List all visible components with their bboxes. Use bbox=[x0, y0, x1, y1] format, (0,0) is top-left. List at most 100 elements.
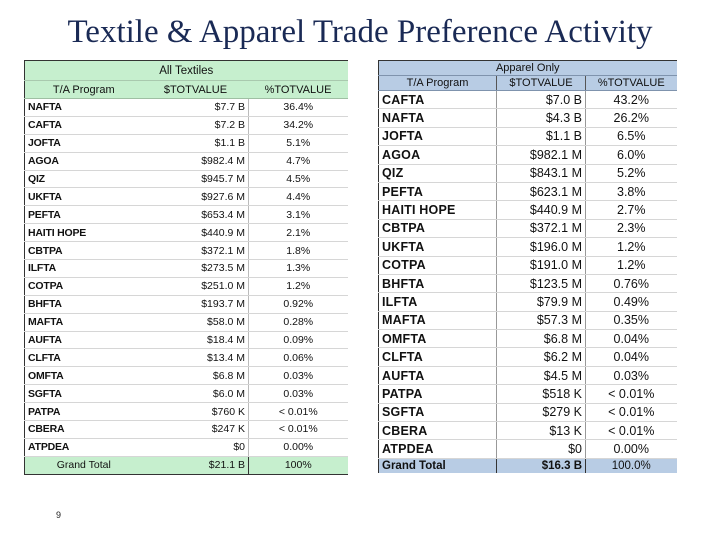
program-cell: CBERA bbox=[378, 421, 497, 441]
value-cell: $57.3 M bbox=[496, 311, 586, 331]
table-row: AGOA $982.1 M 6.0% bbox=[378, 145, 677, 165]
program-cell: OMFTA bbox=[378, 329, 497, 349]
program-cell: MAFTA bbox=[378, 311, 497, 331]
table-row: HAITI HOPE $440.9 M 2.7% bbox=[378, 200, 677, 220]
table-row: HAITI HOPE $440.9 M 2.1% bbox=[24, 223, 348, 243]
percent-cell: < 0.01% bbox=[585, 384, 677, 404]
value-cell: $18.4 M bbox=[142, 331, 249, 350]
grand-total-row: Grand Total $16.3 B 100.0% bbox=[378, 458, 677, 474]
program-cell: AGOA bbox=[378, 145, 497, 165]
program-cell: COTPA bbox=[24, 277, 143, 296]
percent-cell: 5.2% bbox=[585, 164, 677, 183]
program-cell: ATPDEA bbox=[378, 439, 497, 459]
program-cell: CAFTA bbox=[378, 90, 497, 110]
total-percent: 100% bbox=[248, 456, 348, 475]
program-cell: QIZ bbox=[24, 170, 143, 189]
value-cell: $0 bbox=[496, 439, 586, 459]
value-cell: $440.9 M bbox=[496, 200, 586, 220]
program-cell: HAITI HOPE bbox=[378, 200, 497, 220]
value-cell: $13.4 M bbox=[142, 348, 249, 368]
table-caption: All Textiles bbox=[24, 60, 348, 81]
column-header-totvalue: $TOTVALUE bbox=[142, 80, 249, 99]
table-caption-row: All Textiles bbox=[24, 60, 348, 81]
percent-cell: 0.00% bbox=[248, 438, 348, 457]
table-row: PEFTA $623.1 M 3.8% bbox=[378, 182, 677, 202]
table-row: NAFTA $7.7 B 36.4% bbox=[24, 98, 348, 117]
total-label: Grand Total bbox=[378, 458, 497, 474]
table-row: OMFTA $6.8 M 0.04% bbox=[378, 329, 677, 349]
table-row: BHFTA $193.7 M 0.92% bbox=[24, 295, 348, 314]
program-cell: PEFTA bbox=[378, 182, 497, 202]
program-cell: CLFTA bbox=[378, 347, 497, 367]
table-row: CLFTA $6.2 M 0.04% bbox=[378, 347, 677, 367]
percent-cell: 36.4% bbox=[248, 98, 348, 117]
percent-cell: 1.2% bbox=[248, 277, 348, 296]
program-cell: BHFTA bbox=[378, 274, 497, 294]
total-label: Grand Total bbox=[24, 456, 143, 475]
percent-cell: 5.1% bbox=[248, 134, 348, 153]
value-cell: $0 bbox=[142, 438, 249, 457]
value-cell: $7.0 B bbox=[496, 90, 586, 110]
program-cell: NAFTA bbox=[24, 98, 143, 117]
grand-total-row: Grand Total $21.1 B 100% bbox=[24, 456, 348, 475]
program-cell: SGFTA bbox=[24, 384, 143, 404]
percent-cell: 0.06% bbox=[248, 348, 348, 368]
program-cell: QIZ bbox=[378, 164, 497, 183]
value-cell: $6.8 M bbox=[142, 366, 249, 386]
value-cell: $273.5 M bbox=[142, 259, 249, 278]
value-cell: $6.2 M bbox=[496, 347, 586, 367]
value-cell: $623.1 M bbox=[496, 182, 586, 202]
table-row: CAFTA $7.2 B 34.2% bbox=[24, 116, 348, 135]
value-cell: $79.9 M bbox=[496, 292, 586, 312]
percent-cell: 0.03% bbox=[248, 366, 348, 386]
table-row: AGOA $982.4 M 4.7% bbox=[24, 152, 348, 171]
program-cell: COTPA bbox=[378, 256, 497, 275]
program-cell: AUFTA bbox=[24, 331, 143, 350]
percent-cell: 26.2% bbox=[585, 108, 677, 128]
program-cell: CLFTA bbox=[24, 348, 143, 368]
value-cell: $945.7 M bbox=[142, 170, 249, 189]
table-row: CLFTA $13.4 M 0.06% bbox=[24, 348, 348, 368]
value-cell: $982.4 M bbox=[142, 152, 249, 171]
percent-cell: 0.92% bbox=[248, 295, 348, 314]
table-row: JOFTA $1.1 B 6.5% bbox=[378, 127, 677, 147]
table-row: PATPA $760 K < 0.01% bbox=[24, 402, 348, 422]
total-value: $21.1 B bbox=[142, 456, 249, 475]
page-number: 9 bbox=[56, 510, 62, 520]
table-row: AUFTA $4.5 M 0.03% bbox=[378, 366, 677, 386]
slide-title: Textile & Apparel Trade Preference Activ… bbox=[67, 14, 653, 50]
program-cell: SGFTA bbox=[378, 403, 497, 423]
percent-cell: 0.03% bbox=[248, 384, 348, 404]
percent-cell: 0.35% bbox=[585, 311, 677, 331]
table-row: SGFTA $279 K < 0.01% bbox=[378, 403, 677, 423]
program-cell: ILFTA bbox=[378, 292, 497, 312]
program-cell: CAFTA bbox=[24, 116, 143, 135]
table-row: OMFTA $6.8 M 0.03% bbox=[24, 366, 348, 386]
percent-cell: 1.2% bbox=[585, 237, 677, 257]
table-row: JOFTA $1.1 B 5.1% bbox=[24, 134, 348, 153]
percent-cell: 0.03% bbox=[585, 366, 677, 386]
percent-cell: 0.04% bbox=[585, 329, 677, 349]
apparel-only-table: Apparel Only T/A Program $TOTVALUE %TOTV… bbox=[378, 60, 677, 474]
percent-cell: 0.09% bbox=[248, 331, 348, 350]
column-header-pcttotvalue: %TOTVALUE bbox=[248, 80, 348, 99]
table-row: COTPA $251.0 M 1.2% bbox=[24, 277, 348, 296]
all-textiles-table: All Textiles T/A Program $TOTVALUE %TOTV… bbox=[24, 60, 348, 475]
value-cell: $843.1 M bbox=[496, 164, 586, 183]
program-cell: CBTPA bbox=[378, 219, 497, 239]
value-cell: $4.5 M bbox=[496, 366, 586, 386]
value-cell: $196.0 M bbox=[496, 237, 586, 257]
table-header-row: T/A Program $TOTVALUE %TOTVALUE bbox=[378, 75, 677, 91]
value-cell: $440.9 M bbox=[142, 223, 249, 243]
program-cell: UKFTA bbox=[378, 237, 497, 257]
table-header-row: T/A Program $TOTVALUE %TOTVALUE bbox=[24, 80, 348, 99]
table-row: PATPA $518 K < 0.01% bbox=[378, 384, 677, 404]
percent-cell: 3.1% bbox=[248, 205, 348, 225]
table-row: CBERA $247 K < 0.01% bbox=[24, 420, 348, 439]
percent-cell: 0.04% bbox=[585, 347, 677, 367]
column-header-totvalue: $TOTVALUE bbox=[496, 75, 586, 91]
percent-cell: < 0.01% bbox=[585, 403, 677, 423]
value-cell: $653.4 M bbox=[142, 205, 249, 225]
value-cell: $982.1 M bbox=[496, 145, 586, 165]
value-cell: $760 K bbox=[142, 402, 249, 422]
